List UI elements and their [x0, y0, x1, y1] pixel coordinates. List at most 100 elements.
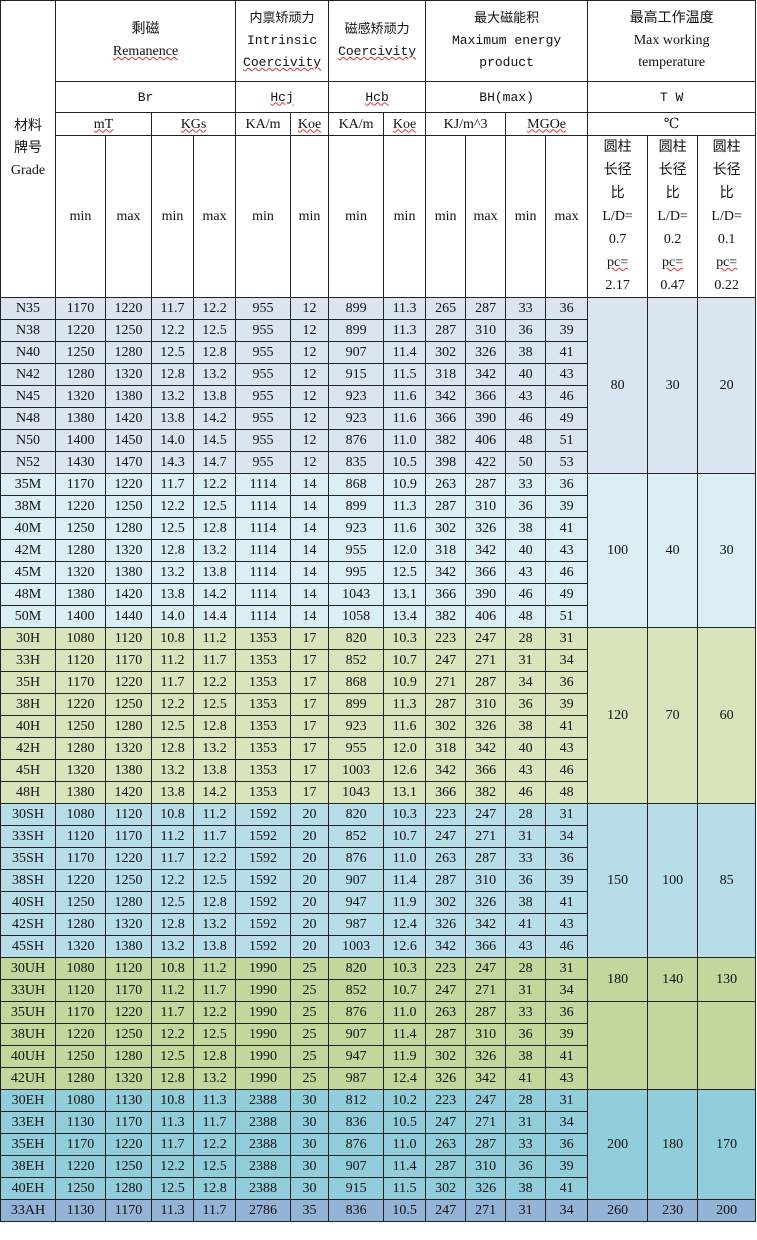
value-cell: 12.8 [151, 913, 194, 936]
grade-cell: 33SH [0, 825, 56, 848]
value-cell: 30 [290, 1155, 330, 1178]
value-cell: 38 [505, 341, 547, 364]
value-cell: 1220 [105, 473, 152, 496]
max-temp-cell [587, 1001, 649, 1090]
value-cell: 12.8 [192, 715, 237, 738]
value-cell: 382 [425, 429, 467, 452]
value-cell: 36 [505, 1023, 547, 1046]
value-cell: 11.3 [383, 495, 427, 518]
ratio-header-2: 圆柱 长径比 L/D= 0.2 pc= 0.47 [647, 135, 699, 298]
table-row: 35SH 1170 1220 11.7 12.2 1592 20 876 11.0 263 287 3… [0, 847, 756, 870]
grade-cell: 30EH [0, 1089, 56, 1112]
value-cell: 13.2 [151, 935, 194, 958]
value-cell: 1592 [235, 825, 292, 848]
value-cell: 812 [328, 1089, 385, 1112]
value-cell: 13.8 [192, 935, 237, 958]
value-cell: 995 [328, 561, 385, 584]
value-cell: 923 [328, 407, 385, 430]
table-header: 材料 牌号 Grade 剩磁 Remanence 内禀矫顽力 Intrinsic Coer… [0, 0, 757, 298]
value-cell: 326 [465, 1045, 507, 1068]
table-body: N35 1170 1220 11.7 12.2 955 12 899 11.3 265 287 33 3… [0, 297, 757, 1222]
value-cell: 1280 [55, 1067, 106, 1090]
value-cell: 247 [465, 957, 507, 980]
value-cell: 11.7 [151, 297, 194, 320]
value-cell: 39 [545, 495, 589, 518]
value-cell: 1114 [235, 473, 292, 496]
value-cell: 11.2 [151, 979, 194, 1002]
value-cell: 287 [425, 319, 467, 342]
value-cell: 1220 [105, 1001, 152, 1024]
value-cell: 12.5 [151, 1045, 194, 1068]
value-cell: 46 [545, 935, 589, 958]
value-cell: 36 [545, 1133, 589, 1156]
value-cell: 48 [545, 781, 589, 804]
value-cell: 11.7 [192, 1199, 237, 1222]
value-cell: 1280 [105, 517, 152, 540]
value-cell: 36 [545, 473, 589, 496]
table-row: 48M 1380 1420 13.8 14.2 1114 14 1043 13.1 366 390 4… [0, 583, 756, 606]
value-cell: 10.7 [383, 825, 427, 848]
max-temp-cell: 100 [587, 473, 649, 628]
value-cell: 271 [465, 1199, 507, 1222]
value-cell: 1353 [235, 781, 292, 804]
table-row: 30UH 1080 1120 10.8 11.2 1990 25 820 10.3 223 247 2… [0, 957, 757, 1002]
value-cell: 12.5 [151, 891, 194, 914]
min-label: min [425, 135, 467, 298]
value-cell: 1380 [55, 583, 106, 606]
intrinsic-coercivity-header: 内禀矫顽力 Intrinsic Coercivity [235, 0, 330, 82]
value-cell: 342 [425, 935, 467, 958]
value-cell: 46 [545, 759, 589, 782]
value-cell: 13.8 [192, 759, 237, 782]
value-cell: 310 [465, 495, 507, 518]
grade-cell: 38SH [0, 869, 56, 892]
value-cell: 31 [545, 627, 589, 650]
value-cell: 326 [425, 1067, 467, 1090]
value-cell: 13.2 [151, 385, 194, 408]
value-cell: 20 [290, 913, 330, 936]
value-cell: 14.0 [151, 605, 194, 628]
value-cell: 1250 [55, 517, 106, 540]
value-cell: 2388 [235, 1155, 292, 1178]
value-cell: 20 [290, 803, 330, 826]
value-cell: 1430 [55, 451, 106, 474]
value-cell: 20 [290, 891, 330, 914]
value-cell: 247 [465, 627, 507, 650]
value-cell: 36 [505, 869, 547, 892]
value-cell: 1220 [55, 1023, 106, 1046]
table-row: 42H 1280 1320 12.8 13.2 1353 17 955 12.0 318 342 40… [0, 737, 756, 760]
value-cell: 31 [505, 1199, 547, 1222]
min-label: min [55, 135, 106, 298]
value-cell: 17 [290, 649, 330, 672]
value-cell: 852 [328, 649, 385, 672]
value-cell: 14.5 [192, 429, 237, 452]
table-row: 30EH 1080 1130 10.8 11.3 2388 30 812 10.2 223 247 2… [0, 1089, 757, 1200]
value-cell: 38 [505, 715, 547, 738]
value-cell: 1250 [55, 1045, 106, 1068]
value-cell: 923 [328, 715, 385, 738]
value-cell: 34 [545, 1199, 589, 1222]
grade-cell: N45 [0, 385, 56, 408]
value-cell: 10.8 [151, 627, 194, 650]
value-cell: 28 [505, 1089, 547, 1112]
value-cell: 12 [290, 385, 330, 408]
value-cell: 1130 [105, 1089, 152, 1112]
value-cell: 12.8 [192, 517, 237, 540]
value-cell: 12.5 [192, 495, 237, 518]
value-cell: 1250 [105, 319, 152, 342]
value-cell: 12.2 [192, 297, 237, 320]
value-cell: 12 [290, 407, 330, 430]
value-cell: 271 [465, 825, 507, 848]
max-temp-cell: 200 [587, 1089, 649, 1200]
value-cell: 11.7 [151, 1133, 194, 1156]
value-cell: 43 [545, 737, 589, 760]
value-cell: 17 [290, 693, 330, 716]
value-cell: 271 [465, 1111, 507, 1134]
value-cell: 10.2 [383, 1089, 427, 1112]
unit-kgs: KGs [150, 112, 237, 136]
value-cell: 342 [465, 363, 507, 386]
grade-cell: 42UH [0, 1067, 56, 1090]
value-cell: 11.9 [383, 1045, 427, 1068]
value-cell: 46 [505, 407, 547, 430]
value-cell: 1250 [105, 1023, 152, 1046]
value-cell: 390 [465, 583, 507, 606]
